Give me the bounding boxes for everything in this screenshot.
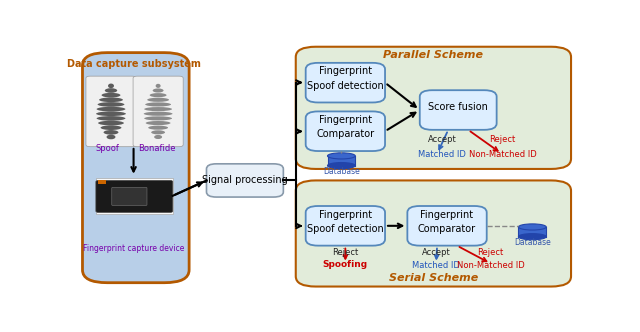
Ellipse shape	[156, 84, 161, 88]
FancyBboxPatch shape	[133, 76, 183, 147]
FancyBboxPatch shape	[83, 52, 189, 283]
Text: Fingerprint capture device: Fingerprint capture device	[83, 244, 184, 253]
Ellipse shape	[144, 116, 172, 121]
Ellipse shape	[105, 88, 117, 93]
Ellipse shape	[106, 135, 115, 139]
Text: Reject: Reject	[477, 248, 504, 257]
Ellipse shape	[146, 121, 170, 125]
FancyBboxPatch shape	[296, 47, 571, 169]
FancyBboxPatch shape	[328, 156, 355, 166]
Text: Data capture subsystem: Data capture subsystem	[67, 59, 200, 69]
Ellipse shape	[100, 125, 122, 130]
Text: Spoof: Spoof	[95, 144, 119, 153]
Ellipse shape	[96, 112, 126, 116]
Text: Accept: Accept	[428, 135, 456, 144]
Ellipse shape	[153, 88, 164, 93]
FancyBboxPatch shape	[86, 76, 136, 147]
Text: Reject: Reject	[332, 248, 358, 257]
Text: Non-Matched ID: Non-Matched ID	[468, 150, 536, 159]
Text: Serial Scheme: Serial Scheme	[388, 273, 478, 283]
Ellipse shape	[97, 107, 125, 112]
Ellipse shape	[518, 234, 547, 240]
FancyBboxPatch shape	[420, 90, 497, 130]
Text: Fingerprint: Fingerprint	[420, 209, 474, 219]
Ellipse shape	[154, 135, 162, 139]
Text: Reject: Reject	[490, 135, 516, 144]
Ellipse shape	[104, 130, 118, 135]
Ellipse shape	[98, 102, 124, 107]
Text: Matched ID: Matched ID	[418, 150, 466, 159]
Text: Bonafide: Bonafide	[138, 144, 175, 153]
Text: Comparator: Comparator	[418, 224, 476, 234]
FancyBboxPatch shape	[518, 227, 547, 237]
Text: Spoofing: Spoofing	[323, 260, 368, 269]
FancyBboxPatch shape	[408, 206, 487, 246]
Ellipse shape	[108, 84, 114, 88]
Text: Non-Matched ID: Non-Matched ID	[457, 261, 525, 270]
Text: Parallel Scheme: Parallel Scheme	[383, 49, 483, 59]
Ellipse shape	[148, 125, 168, 130]
Ellipse shape	[518, 224, 547, 230]
Ellipse shape	[98, 121, 124, 125]
Text: Spoof detection: Spoof detection	[307, 81, 384, 91]
Text: Accept: Accept	[422, 248, 451, 257]
Text: Score fusion: Score fusion	[428, 102, 488, 112]
FancyBboxPatch shape	[96, 180, 173, 212]
FancyBboxPatch shape	[296, 181, 571, 287]
Ellipse shape	[147, 98, 169, 102]
Ellipse shape	[151, 130, 165, 134]
FancyBboxPatch shape	[306, 206, 385, 246]
Text: Fingerprint: Fingerprint	[319, 209, 372, 219]
FancyBboxPatch shape	[96, 178, 173, 214]
FancyBboxPatch shape	[207, 164, 284, 197]
Ellipse shape	[144, 112, 173, 116]
Bar	[99, 181, 106, 184]
Ellipse shape	[144, 107, 172, 111]
Text: Matched ID: Matched ID	[412, 261, 460, 270]
Text: Fingerprint: Fingerprint	[319, 66, 372, 76]
Ellipse shape	[328, 153, 355, 159]
Text: Fingerprint: Fingerprint	[319, 115, 372, 125]
Text: Signal processing: Signal processing	[202, 175, 287, 186]
Text: Database: Database	[514, 238, 551, 247]
Text: Database: Database	[323, 167, 360, 176]
FancyBboxPatch shape	[306, 112, 385, 151]
Ellipse shape	[145, 102, 171, 107]
FancyBboxPatch shape	[112, 187, 147, 206]
Ellipse shape	[150, 93, 166, 97]
Ellipse shape	[99, 98, 123, 102]
FancyBboxPatch shape	[306, 63, 385, 103]
Ellipse shape	[102, 93, 120, 98]
Ellipse shape	[328, 163, 355, 169]
Text: Comparator: Comparator	[316, 129, 374, 139]
Text: Spoof detection: Spoof detection	[307, 224, 384, 234]
Ellipse shape	[97, 116, 125, 121]
